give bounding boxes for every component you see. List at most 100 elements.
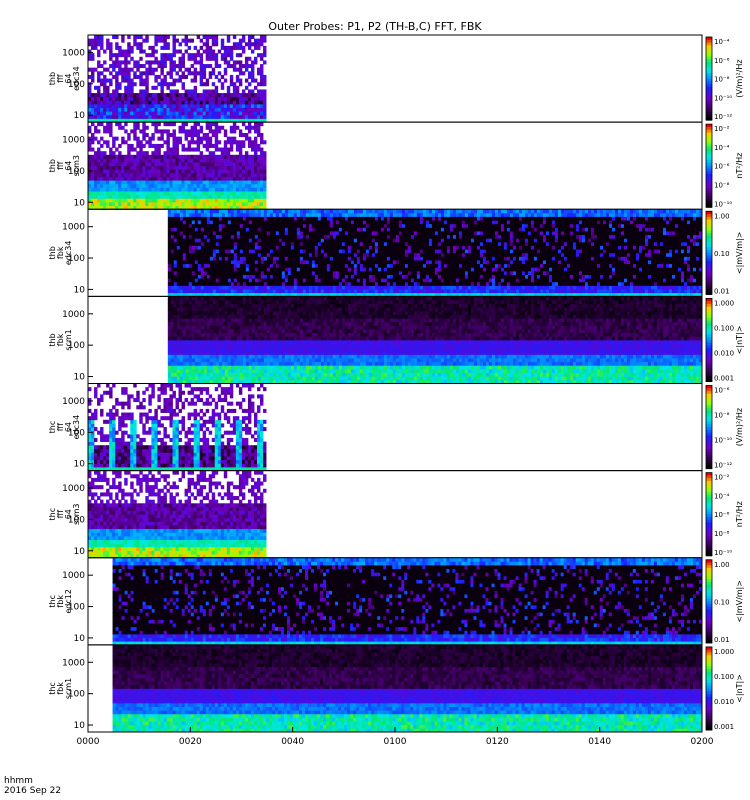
heatmap-cell [187,176,192,181]
heatmap-cell [293,227,298,232]
heatmap-cell [224,256,229,261]
heatmap-cell [205,187,210,192]
heatmap-cell [188,245,193,250]
heatmap-cell [130,89,134,94]
heatmap-cell [181,93,185,98]
heatmap-cell [302,220,307,225]
heatmap-cell [389,278,394,283]
heatmap-cell [368,249,373,254]
heatmap-cell [383,249,388,254]
heatmap-cell [308,249,313,254]
heatmap-cell [356,220,361,225]
heatmap-cell [226,53,231,58]
heatmap-cell [185,256,190,261]
heatmap-cell [506,263,511,268]
heatmap-cell [419,256,424,261]
heatmap-cell [398,263,403,268]
colorbar-step [706,165,712,169]
heatmap-cell [217,125,222,130]
heatmap-cell [199,64,204,69]
heatmap-cell [211,107,216,112]
heatmap-cell [311,245,316,250]
heatmap-cell [323,249,328,254]
heatmap-cell [193,93,198,98]
heatmap-cell [236,231,241,236]
heatmap-cell [263,151,267,156]
panel-label: scm3 [72,155,81,176]
heatmap-cell [145,93,149,98]
heatmap-cell [121,38,125,43]
heatmap-cell [263,289,268,294]
heatmap-cell [160,93,164,98]
heatmap-cell [205,78,210,83]
heatmap-cell [377,289,382,294]
heatmap-cell [199,129,204,134]
heatmap-cell [308,252,313,257]
heatmap-cell [311,252,316,257]
heatmap-cell [302,278,307,283]
heatmap-cell [109,198,113,203]
heatmap-cell [296,263,301,268]
heatmap-cell [302,216,307,221]
heatmap-cell [380,238,385,243]
heatmap-cell [226,49,231,54]
heatmap-cell [199,194,204,199]
heatmap-cell [103,154,107,159]
heatmap-cell [497,227,502,232]
heatmap-cell [205,194,210,199]
heatmap-cell [157,180,161,185]
heatmap-cell [167,249,172,254]
heatmap-cell [257,53,261,58]
heatmap-cell [130,118,134,123]
heatmap-cell [353,227,358,232]
heatmap-cell [223,162,228,167]
heatmap-cell [187,191,192,196]
heatmap-cell [422,231,427,236]
heatmap-cell [296,278,301,283]
heatmap-cell [167,281,172,286]
heatmap-cell [211,180,216,185]
heatmap-cell [223,56,228,61]
colorbar-step [706,39,712,44]
heatmap-cell [157,201,161,207]
heatmap-cell [103,96,107,101]
heatmap-cell [121,180,125,185]
heatmap-cell [253,93,258,98]
heatmap-cell [317,220,322,225]
heatmap-cell [326,270,331,275]
heatmap-cell [242,278,247,283]
heatmap-cell [344,292,349,297]
heatmap-cell [449,212,454,217]
heatmap-cell [458,209,463,214]
heatmap-cell [386,260,391,265]
heatmap-cell [181,64,185,69]
heatmap-cell [145,103,149,108]
heatmap-cell [263,245,268,250]
heatmap-cell [187,89,192,94]
heatmap-cell [257,187,261,192]
heatmap-cell [214,136,219,141]
heatmap-cell [160,67,164,72]
heatmap-cell [163,35,167,40]
heatmap-cell [179,238,184,243]
heatmap-cell [154,162,158,167]
heatmap-cell [299,234,304,239]
heatmap-cell [212,249,217,254]
heatmap-cell [287,238,292,243]
heatmap-cell [293,234,298,239]
heatmap-cell [476,270,481,275]
heatmap-cell [314,227,319,232]
heatmap-cell [320,285,325,290]
heatmap-cell [118,169,122,174]
heatmap-cell [184,162,188,167]
heatmap-cell [434,274,439,279]
heatmap-cell [178,183,182,188]
heatmap-cell [97,172,101,177]
heatmap-cell [380,256,385,261]
heatmap-cell [176,256,181,261]
heatmap-cell [407,241,412,246]
heatmap-cell [392,231,397,236]
heatmap-cell [254,260,259,265]
heatmap-cell [263,172,267,177]
heatmap-cell [278,238,283,243]
